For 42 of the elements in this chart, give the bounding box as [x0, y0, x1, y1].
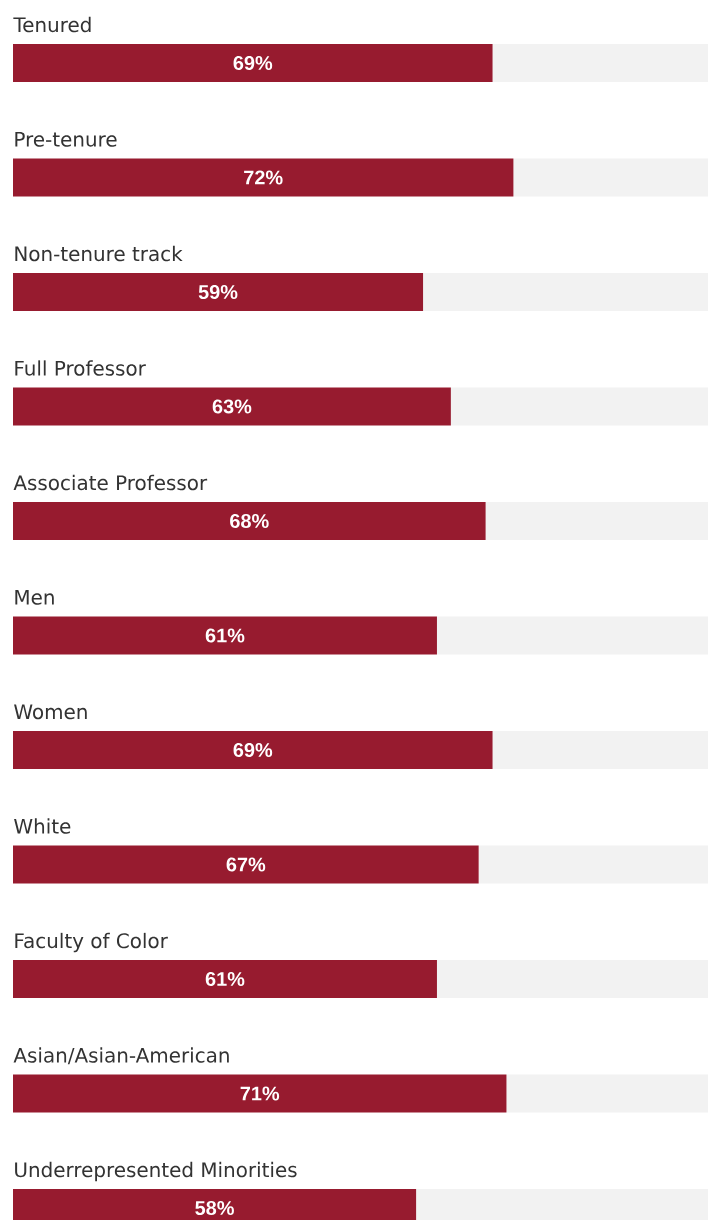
bar [506, 1074, 708, 1113]
bar [13, 44, 493, 82]
y-tick-label: Associate Professor [13, 474, 208, 491]
bar [492, 731, 708, 770]
bar [13, 387, 451, 426]
y-tick-label: Pre-tenure [15, 131, 117, 147]
data-label: 61% [205, 628, 245, 643]
bar [450, 387, 708, 426]
y-tick-label: Women [14, 704, 87, 720]
y-tick-label: Asian/Asian-American [13, 1047, 229, 1065]
data-label: 61% [205, 971, 245, 987]
data-label: 63% [212, 399, 252, 414]
data-label: 68% [230, 513, 269, 529]
bar [13, 158, 514, 197]
bar [492, 44, 708, 82]
bar [13, 845, 479, 884]
bar [13, 502, 486, 541]
y-tick-label: Full Professor [15, 360, 146, 376]
bar [13, 616, 437, 655]
bar [436, 960, 708, 999]
data-label: 67% [226, 857, 266, 872]
data-label: 72% [244, 170, 283, 185]
bar [485, 502, 708, 541]
bar [13, 1074, 507, 1113]
data-label: 71% [240, 1086, 280, 1101]
bar [423, 273, 708, 312]
bar [13, 731, 493, 770]
data-label: 59% [198, 284, 238, 300]
bar [436, 616, 708, 655]
data-label: 69% [233, 742, 273, 758]
y-tick-label: Men [15, 589, 54, 605]
bar [13, 273, 424, 312]
y-tick-label: Non-tenure track [15, 245, 183, 262]
bar [478, 845, 708, 884]
y-tick-label: Tenured [13, 16, 91, 33]
y-tick-label: Underrepresented Minorities [15, 1161, 297, 1182]
bar [513, 158, 708, 197]
data-label: 58% [195, 1200, 234, 1216]
data-label: 69% [233, 55, 273, 71]
bar [13, 960, 437, 999]
y-tick-label: White [14, 818, 71, 834]
y-tick-label: Faculty of Color [15, 932, 168, 953]
